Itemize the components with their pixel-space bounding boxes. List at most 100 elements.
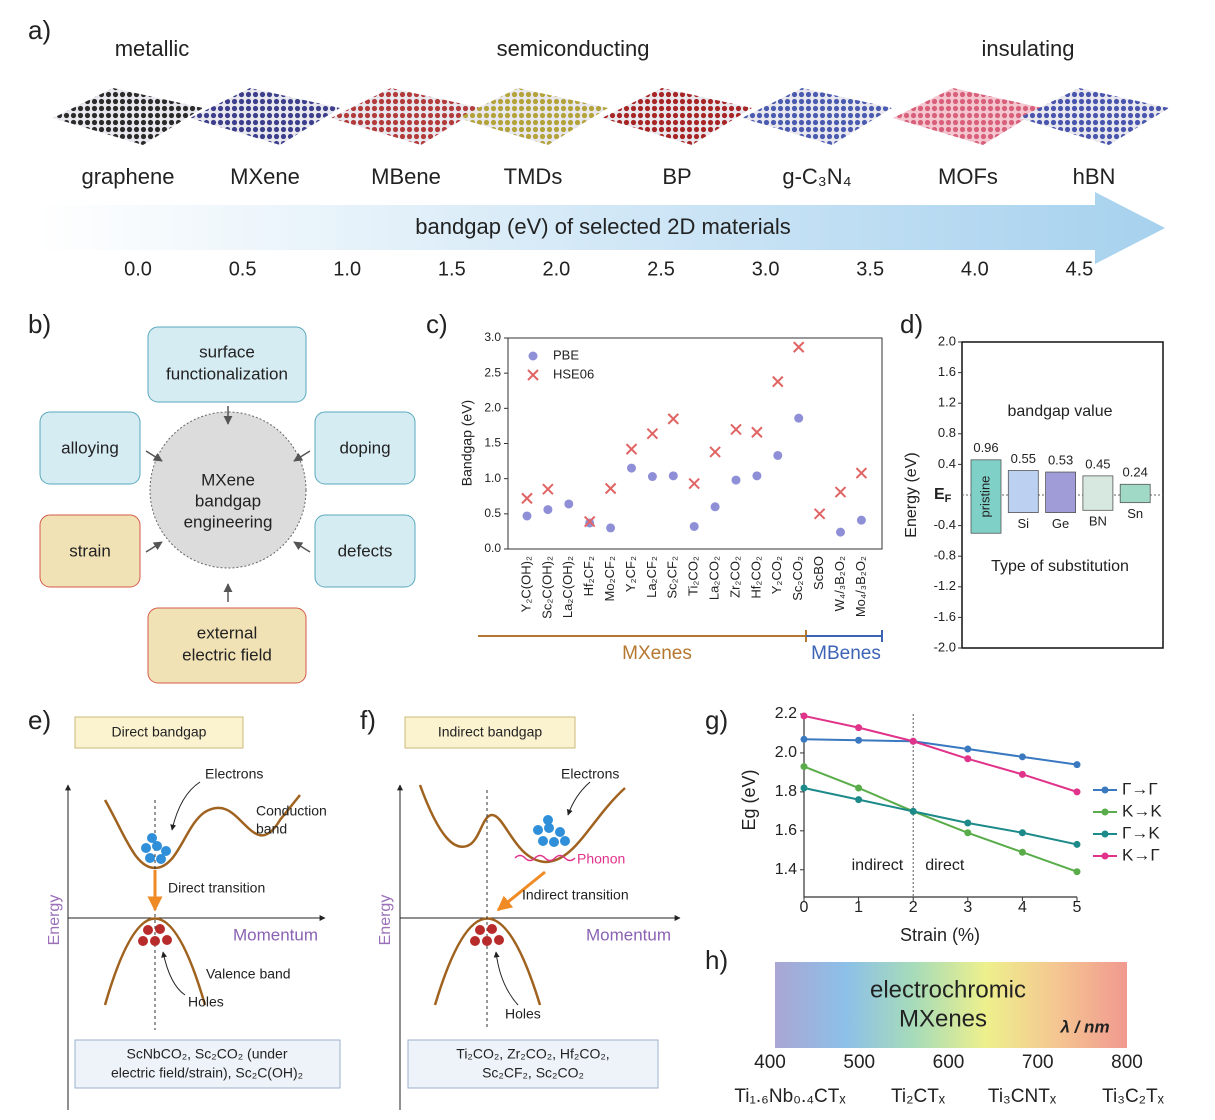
y-tick-label: 1.2	[938, 395, 956, 410]
point	[800, 784, 808, 792]
value-label: 0.55	[1011, 451, 1036, 466]
point	[1073, 761, 1081, 769]
axis-label: Momentum	[233, 925, 318, 944]
point	[964, 819, 972, 827]
point	[800, 712, 808, 720]
scale-label: 1.5	[438, 258, 466, 280]
point	[1018, 829, 1026, 837]
point	[752, 471, 762, 481]
pointer	[161, 951, 186, 996]
panel-label: c)	[426, 309, 448, 339]
title: Indirect bandgap	[438, 724, 543, 740]
x-tick-label: 2	[909, 899, 918, 916]
point	[583, 515, 596, 528]
examples: Sc₂CF₂, Sc₂CO₂	[482, 1065, 584, 1081]
material-lattice	[331, 88, 481, 145]
x-tick-label: 5	[1073, 899, 1082, 916]
point	[1018, 848, 1026, 856]
panel-label: e)	[28, 705, 51, 735]
valence-band	[103, 917, 207, 1006]
material-label: MBene	[371, 164, 441, 189]
point	[627, 463, 636, 473]
method-box	[147, 326, 307, 403]
value-label: 0.45	[1085, 456, 1110, 471]
legend-marker	[527, 369, 539, 381]
method-box	[39, 514, 141, 588]
y-axis-label: Bandgap (eV)	[459, 400, 475, 486]
y-tick-label: 2.0	[484, 401, 501, 415]
method-box	[314, 514, 416, 588]
conduction-band	[103, 794, 301, 870]
legend-label: HSE06	[553, 366, 594, 381]
y-tick-label: 0.0	[484, 541, 501, 555]
annotation: Conduction	[256, 803, 327, 819]
point	[855, 736, 863, 744]
bar	[1045, 471, 1076, 513]
annotation: direct	[925, 857, 965, 874]
category-label: Si	[1018, 516, 1030, 531]
point	[836, 527, 845, 537]
material-label: hBN	[1073, 164, 1116, 189]
axis-label: Energy	[377, 895, 394, 946]
bandgap-arrow	[35, 192, 1165, 264]
transition-arrow	[496, 870, 546, 912]
annotation: bandgap value	[1008, 403, 1113, 420]
point	[813, 508, 826, 520]
x-tick-label: Sc₂CO₂	[790, 556, 805, 601]
panel-label: f)	[360, 705, 376, 735]
legend-marker	[1101, 852, 1109, 860]
examples: electric field/strain), Sc₂C(OH)₂	[111, 1065, 303, 1081]
y-tick-label: 1.6	[938, 364, 956, 379]
bar	[1119, 483, 1151, 504]
material-label: g-C₃N₄	[782, 164, 851, 189]
x-axis-label: Type of substitution	[991, 558, 1129, 575]
point	[964, 829, 972, 837]
annotation: indirect	[852, 857, 904, 874]
bar	[1082, 475, 1114, 511]
x-tick-label: Y₂C(OH)₂	[518, 556, 533, 612]
x-tick-label: 0	[800, 899, 809, 916]
material-lattice	[742, 88, 892, 145]
y-tick-label: 1.6	[775, 822, 797, 839]
fermi-sub: F	[945, 493, 952, 505]
point	[792, 341, 805, 353]
colorbar-tick-label: 800	[1111, 1052, 1143, 1073]
annotation: Indirect transition	[522, 887, 629, 903]
fermi-label: EF	[934, 486, 952, 505]
x-tick-label: Sc₂C(OH)₂	[539, 556, 554, 619]
point	[751, 426, 763, 438]
center-label: MXene	[201, 470, 255, 489]
examples: Ti₂CO₂, Zr₂CO₂, Hf₂CO₂,	[456, 1046, 609, 1062]
pointer	[566, 781, 591, 816]
axis-label: Energy	[46, 895, 63, 946]
material-label: TMDs	[504, 164, 563, 189]
point	[1018, 770, 1026, 778]
point	[1073, 868, 1081, 876]
y-tick-label: 2.5	[484, 365, 501, 379]
y-tick-label: -1.6	[934, 609, 956, 624]
value-label: 0.24	[1123, 465, 1148, 480]
panel-label: d)	[900, 309, 923, 339]
y-tick-label: 0.8	[938, 425, 956, 440]
value-label: 0.53	[1048, 452, 1073, 467]
electrons	[141, 833, 171, 864]
y-tick-label: 0.4	[938, 456, 956, 471]
y-tick-label: 1.5	[484, 436, 501, 450]
examples-box	[407, 1039, 659, 1089]
y-axis-label: Energy (eV)	[903, 452, 920, 537]
point	[856, 515, 866, 525]
material-lattice	[1019, 88, 1169, 145]
point	[855, 724, 863, 732]
arrow	[293, 450, 311, 462]
arrow	[145, 450, 163, 462]
y-tick-label: 1.0	[484, 471, 501, 485]
point	[668, 471, 678, 481]
y-tick-label: 0.5	[484, 506, 501, 520]
point	[646, 427, 659, 440]
point	[606, 523, 616, 533]
x-tick-label: La₂CF₂	[644, 556, 659, 598]
point	[773, 450, 783, 460]
annotation: Valence band	[206, 966, 291, 982]
examples: ScNbCO₂, Sc₂CO₂ (under	[126, 1046, 287, 1062]
